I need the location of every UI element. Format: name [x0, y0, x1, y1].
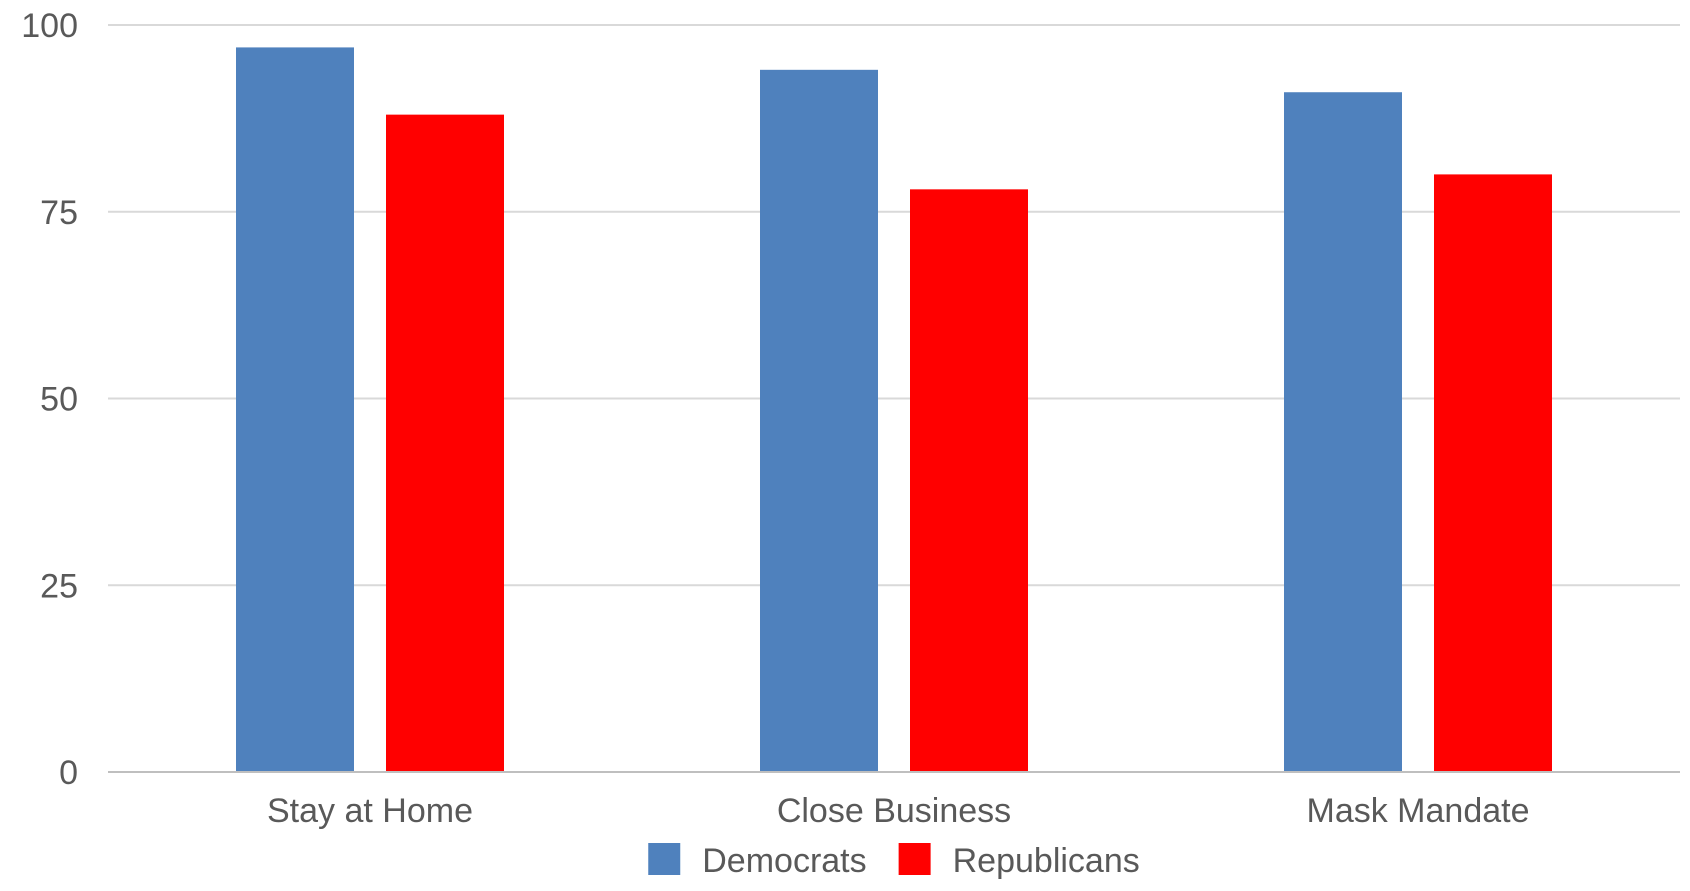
bar-republicans-mask-mandate — [1434, 174, 1552, 772]
legend-swatch — [648, 843, 681, 875]
x-category-label: Close Business — [777, 792, 1011, 830]
bar-democrats-close-business — [760, 69, 878, 772]
y-tick-label: 50 — [40, 381, 78, 419]
bars — [236, 47, 1552, 773]
legend-item-democrats: Democrats — [648, 842, 867, 880]
x-category-label: Mask Mandate — [1307, 792, 1530, 830]
x-category-label: Stay at Home — [267, 792, 473, 830]
legend-label: Democrats — [702, 842, 866, 880]
y-axis-tick-labels: 0 25 50 75 100 — [21, 7, 78, 792]
y-tick-label: 25 — [40, 567, 78, 605]
legend-item-republicans: Republicans — [898, 842, 1140, 880]
bar-democrats-mask-mandate — [1284, 92, 1402, 773]
gridlines — [108, 24, 1680, 587]
bar-republicans-stay-at-home — [386, 114, 504, 772]
legend: Democrats Republicans — [648, 842, 1140, 880]
bar-republicans-close-business — [910, 189, 1028, 773]
y-tick-label: 100 — [21, 7, 78, 45]
y-tick-label: 75 — [40, 194, 78, 232]
legend-label: Republicans — [953, 842, 1140, 880]
y-tick-label: 0 — [59, 754, 78, 792]
legend-swatch — [898, 843, 931, 875]
bar-democrats-stay-at-home — [236, 47, 354, 773]
x-axis-category-labels: Stay at Home Close Business Mask Mandate — [267, 792, 1529, 830]
